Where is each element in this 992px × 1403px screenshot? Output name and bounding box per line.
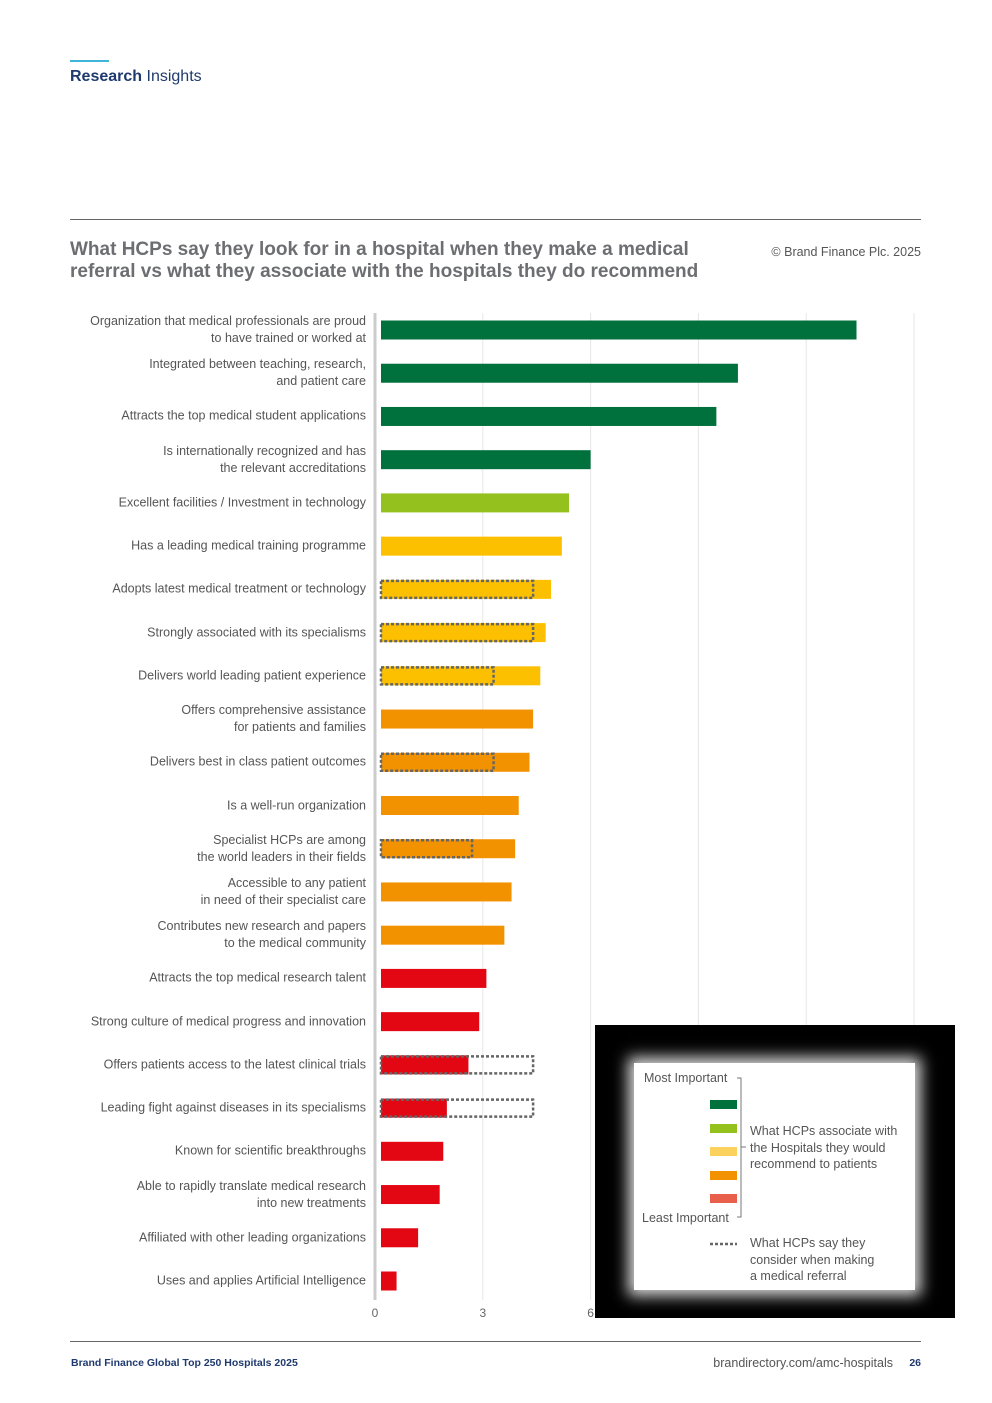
bar	[381, 752, 530, 772]
category-label: Is a well-run organization	[227, 798, 366, 812]
referral-outline	[379, 752, 495, 773]
category-label: Attracts the top medical research talent	[149, 970, 366, 985]
referral-outline	[379, 579, 535, 600]
bar	[381, 1055, 469, 1075]
bar	[381, 623, 546, 643]
header-bold: Research	[70, 68, 143, 85]
category-label: Adopts latest medical treatment or techn…	[112, 581, 366, 596]
legend-swatch	[710, 1171, 737, 1180]
category-label: Known for scientific breakthroughs	[174, 1143, 366, 1158]
bar	[381, 1098, 447, 1118]
category-label: Has a leading medical training programme	[131, 538, 366, 553]
category-label: Offers patients access to the latest cli…	[103, 1057, 366, 1072]
category-label: Leading fight against diseases in its sp…	[100, 1100, 366, 1115]
category-label: Strong culture of medical progress and i…	[90, 1014, 366, 1029]
referral-outline	[379, 1055, 535, 1075]
bracket	[737, 1077, 746, 1218]
section-header: Research Insights	[70, 68, 202, 86]
category-label: Able to rapidly translate medical resear…	[136, 1178, 366, 1210]
accent-line	[70, 60, 109, 62]
category-label: Delivers world leading patient experienc…	[138, 668, 366, 683]
category-label: Is internationally recognized and has th…	[163, 443, 366, 475]
category-label: Affiliated with other leading organizati…	[139, 1230, 366, 1245]
bar	[381, 1228, 419, 1248]
bar	[381, 406, 717, 426]
legend-marks	[710, 1077, 746, 1246]
chart-title: What HCPs say they look for in a hospita…	[70, 239, 698, 283]
category-label: Contributes new research and papers to t…	[157, 919, 366, 951]
bar	[381, 666, 541, 686]
footer-title: Brand Finance Global Top 250 Hospitals 2…	[71, 1357, 298, 1369]
category-label: Specialist HCPs are among the world lead…	[197, 832, 366, 864]
legend-swatch	[710, 1100, 737, 1109]
footer-url: brandirectory.com/amc-hospitals	[713, 1356, 893, 1370]
bar	[381, 968, 487, 988]
bar	[381, 579, 552, 599]
footer-line	[70, 1341, 921, 1342]
bar	[381, 1271, 397, 1291]
referral-outline	[379, 1098, 535, 1118]
bar	[381, 839, 516, 859]
bar	[381, 882, 512, 902]
bar	[381, 925, 505, 945]
divider	[70, 219, 921, 220]
referral-outline	[379, 622, 535, 643]
bar	[381, 1012, 480, 1032]
legend-swatch	[710, 1147, 737, 1156]
x-tick-label: 6	[587, 1306, 594, 1320]
category-label: Strongly associated with its specialisms	[147, 625, 366, 640]
legend: Most Important Least Important What HCPs…	[595, 1025, 955, 1318]
category-label: Integrated between teaching, research, a…	[149, 357, 366, 389]
category-label: Organization that medical professionals …	[90, 314, 366, 345]
title-line: referral vs what they associate with the…	[70, 261, 699, 282]
bar	[381, 363, 738, 383]
legend-entry: What HCPs say they consider when making …	[750, 1236, 875, 1283]
category-label: Offers comprehensive assistance for pati…	[181, 703, 366, 735]
x-tick-label: 0	[371, 1306, 379, 1320]
bar	[381, 796, 519, 815]
title-line: What HCPs say they look for in a hospita…	[70, 239, 689, 260]
category-label: Uses and applies Artificial Intelligence	[156, 1273, 366, 1288]
legend-swatch	[710, 1124, 737, 1133]
referral-outline	[379, 666, 495, 686]
bar	[381, 450, 591, 470]
bar	[381, 493, 570, 513]
copyright: © Brand Finance Plc. 2025	[771, 245, 921, 259]
category-label: Excellent facilities / Investment in tec…	[118, 495, 366, 510]
header-light: Insights	[146, 68, 202, 85]
category-label: Attracts the top medical student applica…	[121, 408, 366, 423]
legend-bottom-label: Least Important	[642, 1211, 729, 1225]
bar	[381, 709, 534, 729]
legend-swatch	[710, 1194, 737, 1203]
legend-entry: What HCPs associate with the Hospitals t…	[750, 1124, 898, 1171]
referral-outline	[379, 838, 474, 859]
x-tick-label: 3	[479, 1306, 487, 1320]
category-label: Accessible to any patient in need of the…	[200, 875, 366, 907]
page-number: 26	[909, 1357, 921, 1369]
bar	[381, 1185, 440, 1205]
bar	[381, 536, 562, 556]
legend-top-label: Most Important	[644, 1071, 728, 1085]
legend-box: Most Important Least Important What HCPs…	[634, 1063, 915, 1290]
category-label: Delivers best in class patient outcomes	[149, 754, 366, 769]
bar	[381, 1141, 444, 1161]
bar	[381, 320, 857, 340]
